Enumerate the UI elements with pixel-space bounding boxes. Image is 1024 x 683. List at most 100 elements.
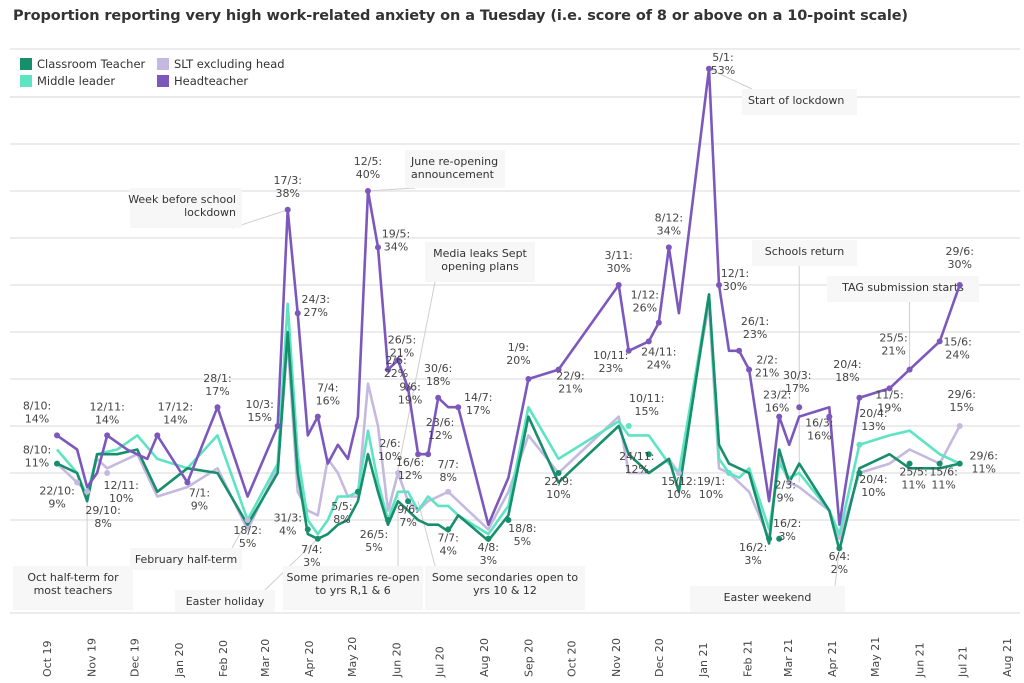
data-point bbox=[555, 366, 562, 373]
data-label: 12/11: 14% bbox=[89, 400, 124, 426]
data-label: 20/4: 18% bbox=[833, 358, 861, 384]
data-point bbox=[385, 366, 392, 373]
data-point bbox=[936, 460, 943, 467]
legend-item-headteacher[interactable]: Headteacher bbox=[157, 74, 248, 88]
annotation-text: February half-term bbox=[135, 553, 237, 566]
annotation-text: Schools return bbox=[765, 245, 844, 258]
x-tick-label: Jul 21 bbox=[957, 646, 970, 678]
data-label: 29/6: 11% bbox=[970, 450, 998, 476]
x-tick-label: Mar 21 bbox=[782, 639, 795, 677]
data-point bbox=[665, 244, 672, 251]
data-point bbox=[766, 535, 773, 542]
data-label: 10/11: 15% bbox=[629, 392, 664, 418]
data-point bbox=[74, 479, 81, 486]
data-point bbox=[104, 470, 111, 476]
annotation-text: Oct half-term for bbox=[27, 571, 119, 584]
data-label: 24/11: 12% bbox=[619, 450, 654, 476]
data-point bbox=[936, 338, 943, 345]
data-label: 23/2: 16% bbox=[763, 389, 791, 415]
data-point bbox=[615, 282, 622, 288]
data-label: 16/6: 12% bbox=[396, 456, 424, 482]
data-label: 30/6: 18% bbox=[424, 362, 452, 388]
data-label: 10/3: 15% bbox=[245, 398, 273, 424]
annotation-connector bbox=[834, 548, 840, 587]
x-tick-label: Oct 20 bbox=[565, 640, 578, 677]
data-point bbox=[485, 535, 492, 542]
annotation-text: most teachers bbox=[34, 584, 113, 597]
data-label: 29/6: 30% bbox=[946, 245, 974, 271]
data-point bbox=[54, 460, 61, 467]
data-point bbox=[906, 366, 913, 373]
annotation-connector bbox=[417, 501, 436, 567]
annotation-text: to yrs R,1 & 6 bbox=[315, 584, 391, 597]
data-point bbox=[354, 488, 361, 495]
data-point bbox=[395, 357, 402, 364]
data-label: 23/6: 12% bbox=[426, 416, 454, 442]
data-label: 17/12: 14% bbox=[158, 400, 193, 426]
x-tick-label: Oct 19 bbox=[41, 640, 54, 677]
annotation-text: Easter weekend bbox=[724, 591, 812, 604]
data-label: 5/1: 53% bbox=[711, 51, 735, 77]
annotation-box bbox=[425, 566, 585, 610]
data-point bbox=[84, 488, 91, 495]
series-line-middle-leader bbox=[56, 293, 961, 536]
annotation-box bbox=[130, 548, 242, 570]
data-point bbox=[314, 535, 321, 542]
data-label: 1/12: 26% bbox=[631, 289, 659, 315]
data-point bbox=[415, 451, 422, 458]
data-point bbox=[304, 526, 311, 533]
data-label: 7/4: 16% bbox=[316, 382, 340, 408]
data-label: 7/1: 9% bbox=[189, 486, 210, 512]
data-label: 7/7: 4% bbox=[437, 531, 458, 557]
data-label: 1/9: 20% bbox=[506, 341, 530, 367]
data-point bbox=[294, 310, 301, 317]
x-tick-label: Jan 21 bbox=[697, 643, 710, 678]
data-point bbox=[314, 413, 321, 420]
data-point bbox=[675, 470, 682, 476]
data-label: 25/5: 21% bbox=[879, 332, 907, 358]
annotation-box bbox=[752, 240, 857, 266]
data-label: 24/3: 27% bbox=[302, 293, 330, 319]
x-tick-label: Sep 20 bbox=[522, 639, 535, 677]
data-point bbox=[625, 423, 632, 429]
x-tick-label: May 21 bbox=[869, 637, 882, 677]
data-label: 20/4: 10% bbox=[859, 473, 887, 499]
data-point bbox=[555, 470, 562, 476]
data-point bbox=[284, 206, 291, 213]
data-label: 8/10: 14% bbox=[23, 399, 51, 425]
series-line-slt-excluding-head bbox=[56, 302, 961, 541]
x-tick-label: Nov 20 bbox=[610, 638, 623, 677]
x-tick-label: Apr 21 bbox=[826, 640, 839, 677]
data-label: 31/3: 4% bbox=[274, 511, 302, 537]
data-label: 3/11: 30% bbox=[604, 249, 632, 275]
data-point bbox=[856, 394, 863, 401]
legend-item-classroom-teacher[interactable]: Classroom Teacher bbox=[20, 57, 145, 71]
data-label: 25/5: 11% bbox=[899, 466, 927, 492]
data-label: 7/4: 3% bbox=[301, 543, 322, 569]
annotation-text: TAG submission starts bbox=[841, 281, 964, 294]
annotation-text: yrs 10 & 12 bbox=[473, 584, 537, 597]
legend-item-slt-excluding-head[interactable]: SLT excluding head bbox=[157, 57, 285, 71]
data-point bbox=[776, 535, 783, 542]
series-line-classroom-teacher bbox=[56, 293, 960, 552]
x-tick-label: Jun 21 bbox=[914, 642, 927, 678]
annotation-text: Some primaries re-open bbox=[287, 571, 420, 584]
data-label: 16/2: 3% bbox=[739, 541, 767, 567]
legend-item-middle-leader[interactable]: Middle leader bbox=[20, 74, 115, 88]
legend-swatch bbox=[157, 75, 169, 87]
data-point bbox=[455, 404, 462, 411]
data-point bbox=[364, 188, 371, 194]
data-label: 20/4: 13% bbox=[859, 407, 887, 433]
data-point bbox=[956, 423, 963, 429]
chart-title: Proportion reporting very high work-rela… bbox=[13, 8, 908, 24]
annotation-text: Some secondaries open to bbox=[432, 571, 578, 584]
data-label: 5/5: 8% bbox=[331, 500, 352, 526]
data-point bbox=[274, 423, 281, 429]
annotation-text: Start of lockdown bbox=[748, 94, 844, 107]
series-line-headteacher bbox=[56, 67, 961, 526]
annotation-connector bbox=[708, 68, 753, 90]
annotation-connector bbox=[367, 187, 416, 192]
data-label: 12/1: 30% bbox=[721, 267, 749, 293]
annotation-box bbox=[130, 188, 242, 228]
